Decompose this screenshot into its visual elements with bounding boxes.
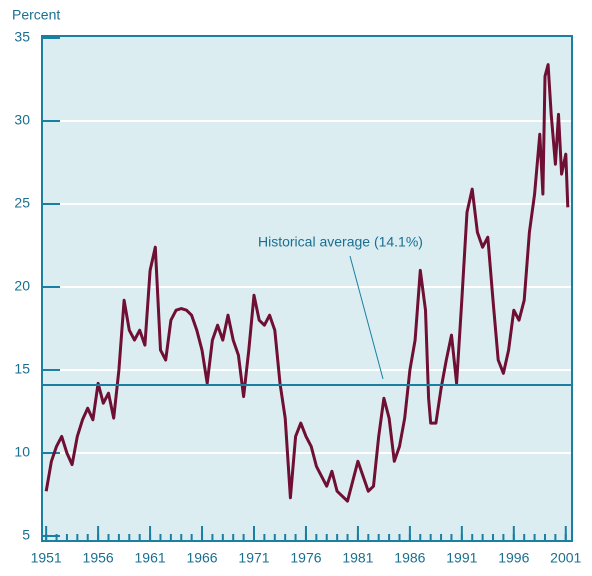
x-tick-label: 1966	[186, 550, 217, 566]
x-tick-label: 2001	[550, 550, 581, 566]
data-line	[44, 63, 570, 503]
y-tick-label: 20	[14, 278, 30, 294]
y-tick-label: 10	[14, 444, 30, 460]
y-tick-label: 30	[14, 112, 30, 128]
x-tick-label: 1956	[83, 550, 114, 566]
y-axis-label: Percent	[12, 7, 60, 23]
y-tick-label: 35	[14, 29, 30, 45]
annotation-pointer	[349, 255, 384, 380]
y-tick-label: 25	[14, 195, 30, 211]
x-tick-label: 1996	[498, 550, 529, 566]
y-tick-label: 5	[22, 527, 30, 543]
x-tick-label: 1991	[446, 550, 477, 566]
annotation: Historical average (14.1%)	[258, 234, 423, 250]
x-tick-label: 1971	[238, 550, 269, 566]
x-tick-label: 1976	[290, 550, 321, 566]
x-tick-label: 1981	[342, 550, 373, 566]
x-tick-label: 1961	[135, 550, 166, 566]
y-tick-label: 15	[14, 361, 30, 377]
x-tick-label: 1986	[394, 550, 425, 566]
x-tick-label: 1951	[31, 550, 62, 566]
